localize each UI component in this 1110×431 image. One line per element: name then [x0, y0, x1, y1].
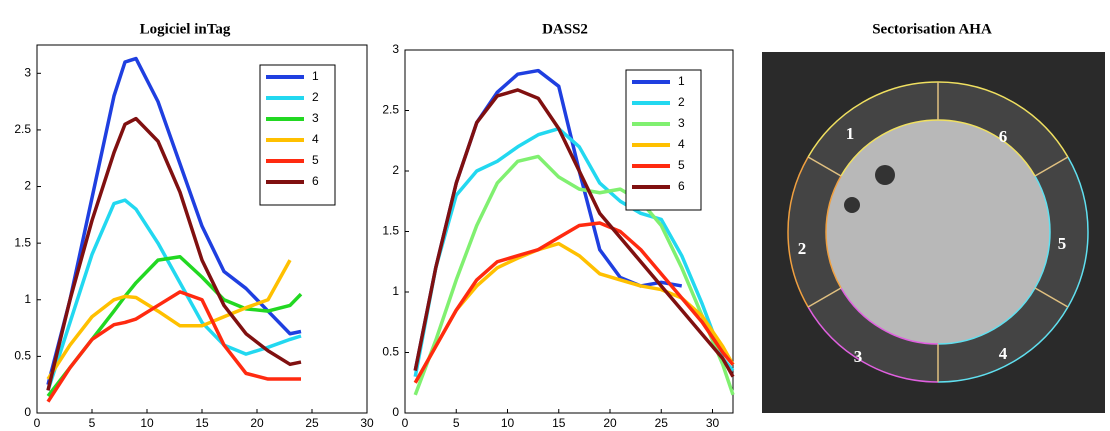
segment-label: 2: [798, 239, 807, 258]
legend-label: 5: [678, 158, 685, 172]
series-line: [413, 126, 735, 378]
x-tick-label: 10: [140, 416, 154, 430]
segment-arc: [1067, 156, 1089, 308]
x-tick-label: 20: [250, 416, 264, 430]
segment-arc: [807, 306, 939, 383]
y-tick-label: 2.5: [382, 103, 399, 117]
x-tick-label: 5: [453, 416, 460, 430]
series-line: [46, 56, 302, 386]
legend-label: 1: [678, 74, 685, 88]
series-line: [46, 116, 302, 391]
segment-arc: [937, 81, 1069, 158]
x-tick-label: 15: [552, 416, 566, 430]
chart-title: Logiciel inTag: [140, 21, 231, 37]
dark-spot: [844, 197, 860, 213]
y-tick-label: 1: [392, 284, 399, 298]
segment-arc: [807, 81, 939, 158]
y-tick-label: 1.5: [14, 235, 31, 249]
x-tick-label: 25: [305, 416, 319, 430]
x-tick-label: 0: [34, 416, 41, 430]
y-tick-label: 0.5: [14, 349, 31, 363]
legend-label: 6: [312, 174, 319, 188]
segment-divider: [807, 287, 842, 308]
segment-arc: [787, 156, 809, 308]
series-line: [46, 254, 303, 398]
y-tick-label: 2: [24, 179, 31, 193]
segment-label: 3: [854, 347, 863, 366]
y-tick-label: 0.5: [382, 345, 399, 359]
mri-panel: Sectorisation AHA 1 2 3 4 5 6: [762, 21, 1105, 413]
x-tick-label: 0: [402, 416, 409, 430]
y-tick-label: 1: [24, 292, 31, 306]
chart-title: DASS2: [542, 21, 588, 37]
segment-arc: [1034, 175, 1051, 289]
x-tick-label: 20: [603, 416, 617, 430]
y-tick-label: 0: [24, 405, 31, 419]
x-tick-label: 25: [655, 416, 669, 430]
y-tick-label: 1.5: [382, 224, 399, 238]
y-tick-label: 2: [392, 163, 399, 177]
y-tick-label: 3: [24, 65, 31, 79]
x-tick-label: 30: [360, 416, 374, 430]
x-tick-label: 10: [501, 416, 515, 430]
legend-label: 4: [678, 137, 685, 151]
legend-label: 2: [312, 90, 319, 104]
segment-label: 6: [999, 127, 1008, 146]
x-tick-label: 5: [89, 416, 96, 430]
segment-label: 1: [846, 124, 855, 143]
series-line: [413, 221, 735, 384]
segment-arc: [840, 119, 939, 177]
segment-arc: [937, 306, 1069, 383]
x-tick-label: 15: [195, 416, 209, 430]
legend-label: 2: [678, 95, 685, 109]
x-tick-label: 30: [706, 416, 720, 430]
legend-label: 6: [678, 179, 685, 193]
segment-label: 5: [1058, 234, 1067, 253]
series-line: [413, 88, 735, 378]
cavity: [826, 120, 1050, 344]
legend-label: 3: [312, 111, 319, 125]
panel-title: Sectorisation AHA: [872, 21, 992, 37]
legend-label: 5: [312, 153, 319, 167]
segment-arc: [840, 287, 939, 345]
segment-arc: [937, 119, 1036, 177]
y-tick-label: 3: [392, 42, 399, 56]
legend-label: 3: [678, 116, 685, 130]
y-tick-label: 0: [392, 405, 399, 419]
segment-divider: [807, 156, 842, 177]
legend-label: 1: [312, 69, 319, 83]
dark-spot: [875, 165, 895, 185]
segment-arc: [937, 287, 1036, 345]
series-line: [46, 290, 301, 403]
segment-arc: [825, 175, 842, 289]
y-tick-label: 2.5: [14, 122, 31, 136]
legend-label: 4: [312, 132, 319, 146]
segment-divider: [1034, 287, 1069, 308]
segment-divider: [1034, 156, 1069, 177]
series-line: [413, 154, 735, 396]
series-line: [46, 259, 292, 380]
segment-label: 4: [999, 344, 1008, 363]
